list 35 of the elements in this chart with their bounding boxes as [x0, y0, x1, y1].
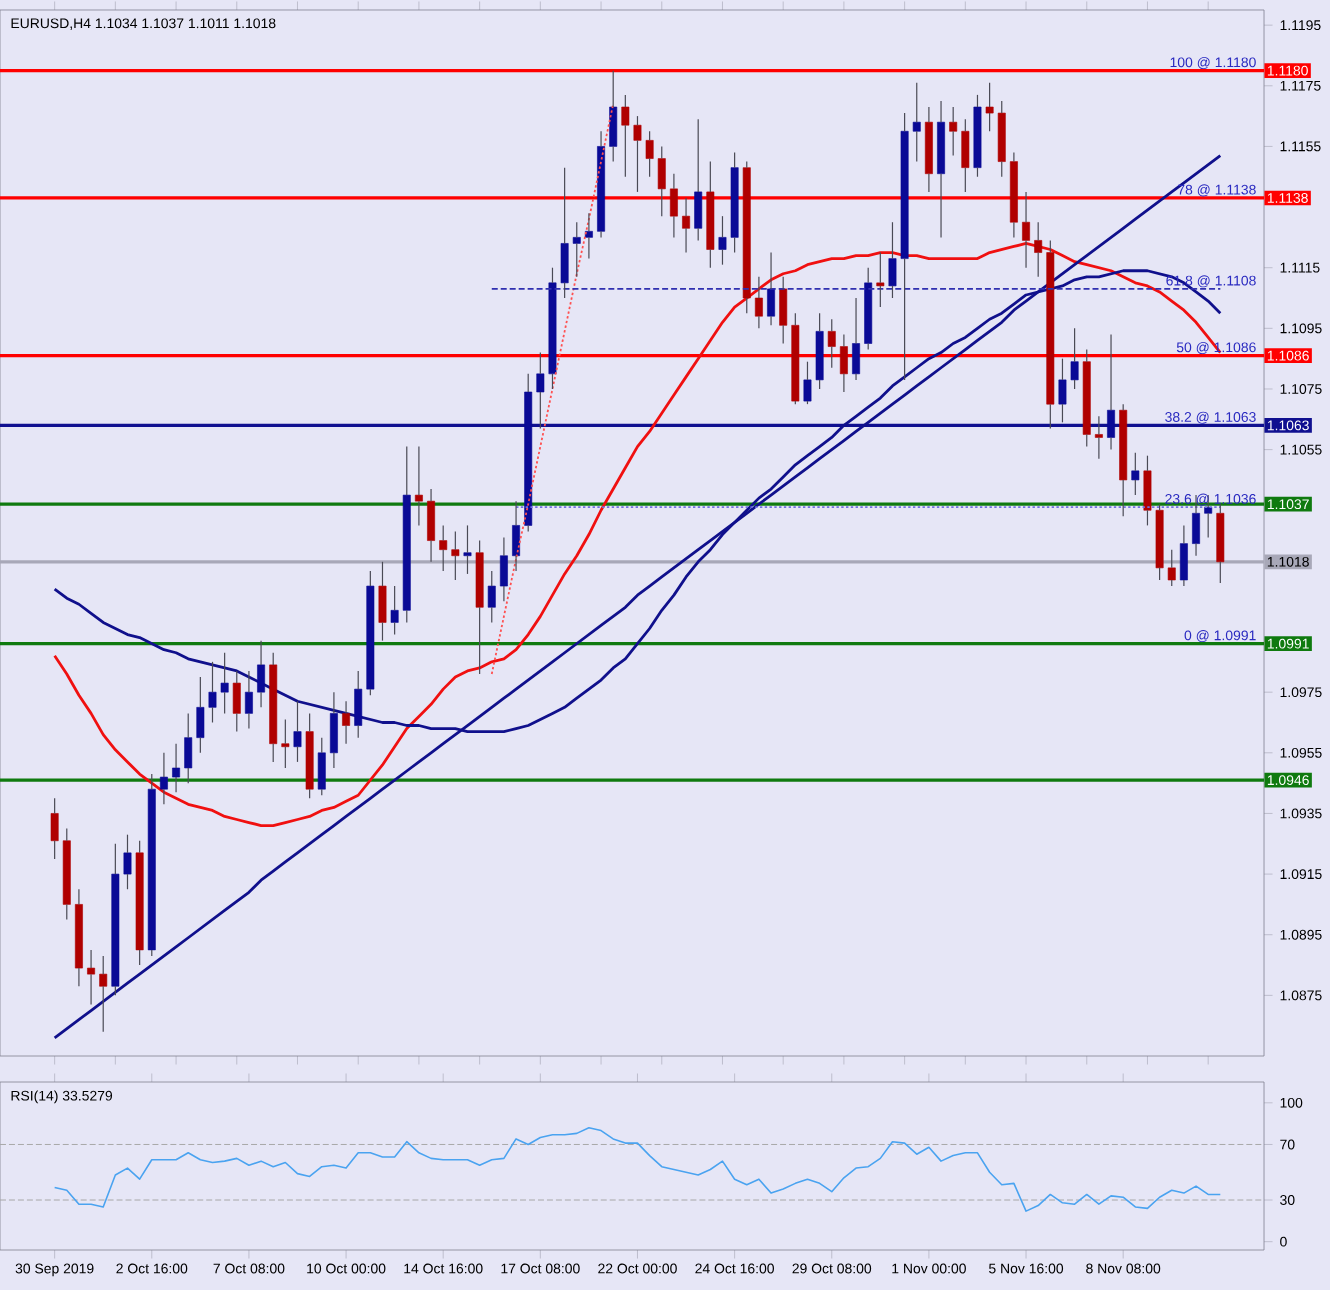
- candlestick: [281, 718, 290, 769]
- candlestick: [937, 100, 945, 238]
- candlestick: [1046, 239, 1055, 429]
- candlestick: [1192, 494, 1200, 557]
- candlestick: [378, 561, 387, 642]
- candlestick: [852, 297, 860, 381]
- candlestick: [1034, 221, 1043, 278]
- candlestick: [1094, 415, 1103, 460]
- candlestick: [669, 173, 678, 238]
- candlestick: [754, 276, 763, 329]
- candlestick: [839, 333, 848, 393]
- candlestick: [172, 743, 181, 793]
- candlestick: [74, 888, 83, 987]
- candlestick: [1022, 191, 1030, 269]
- candlestick: [1179, 524, 1188, 587]
- candlestick: [706, 160, 715, 269]
- candlestick: [512, 500, 520, 572]
- candlestick: [99, 955, 108, 1033]
- candlestick: [584, 212, 593, 260]
- candlestick: [682, 197, 690, 254]
- candlestick: [463, 524, 472, 575]
- candlestick: [1009, 151, 1018, 238]
- candlestick: [414, 445, 423, 527]
- line-series: [490, 103, 615, 675]
- candlestick: [87, 949, 96, 1006]
- candlestick: [342, 700, 350, 745]
- candlestick: [499, 536, 508, 602]
- candlestick: [427, 488, 435, 563]
- candlestick: [924, 106, 933, 193]
- candlestick: [597, 130, 605, 238]
- candlestick: [159, 752, 168, 805]
- candlestick: [767, 251, 775, 326]
- candlestick: [257, 640, 265, 708]
- candlestick: [451, 530, 460, 581]
- candlestick: [876, 251, 885, 308]
